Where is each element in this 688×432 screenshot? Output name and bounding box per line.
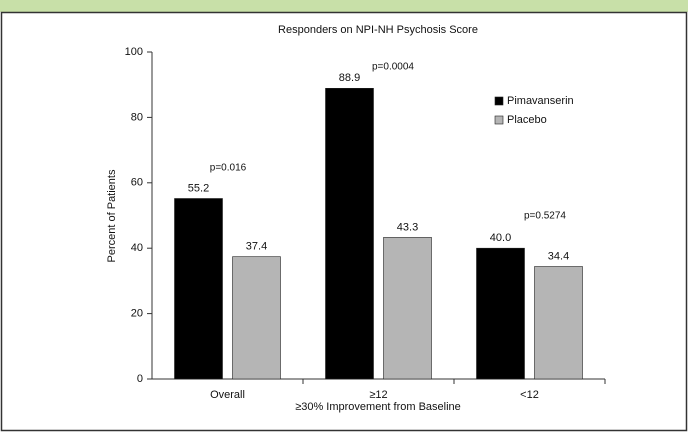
y-tick-label: 40 bbox=[131, 242, 143, 254]
bar bbox=[534, 266, 583, 380]
legend-label: Pimavanserin bbox=[507, 95, 574, 107]
p-value: p=0.5274 bbox=[524, 211, 566, 222]
y-tick-label: 100 bbox=[125, 46, 143, 58]
header-band bbox=[0, 0, 688, 12]
x-tick-label: Overall bbox=[210, 389, 245, 401]
bar bbox=[232, 256, 281, 380]
bar bbox=[476, 247, 525, 380]
value-label: 55.2 bbox=[188, 182, 209, 194]
value-label: 43.3 bbox=[397, 221, 418, 233]
x-tick-label: <12 bbox=[520, 389, 539, 401]
x-axis-title: ≥30% Improvement from Baseline bbox=[295, 401, 461, 413]
x-tick-label: ≥12 bbox=[369, 389, 387, 401]
value-label: 37.4 bbox=[246, 241, 267, 253]
p-value: p=0.0004 bbox=[372, 62, 414, 73]
legend-swatch bbox=[494, 115, 504, 125]
p-value: p=0.016 bbox=[210, 163, 247, 174]
bar bbox=[325, 87, 374, 380]
y-tick-label: 60 bbox=[131, 177, 143, 189]
y-tick-label: 20 bbox=[131, 308, 143, 320]
value-label: 34.4 bbox=[548, 250, 569, 262]
chart-title: Responders on NPI-NH Psychosis Score bbox=[278, 24, 478, 36]
legend-label: Placebo bbox=[507, 114, 547, 126]
value-label: 88.9 bbox=[339, 72, 360, 84]
legend-swatch bbox=[494, 96, 504, 106]
y-tick-label: 80 bbox=[131, 111, 143, 123]
bar bbox=[174, 198, 223, 380]
value-label: 40.0 bbox=[490, 232, 511, 244]
y-tick-label: 0 bbox=[137, 373, 143, 385]
y-axis-title: Percent of Patients bbox=[106, 169, 118, 262]
bar bbox=[383, 237, 432, 380]
